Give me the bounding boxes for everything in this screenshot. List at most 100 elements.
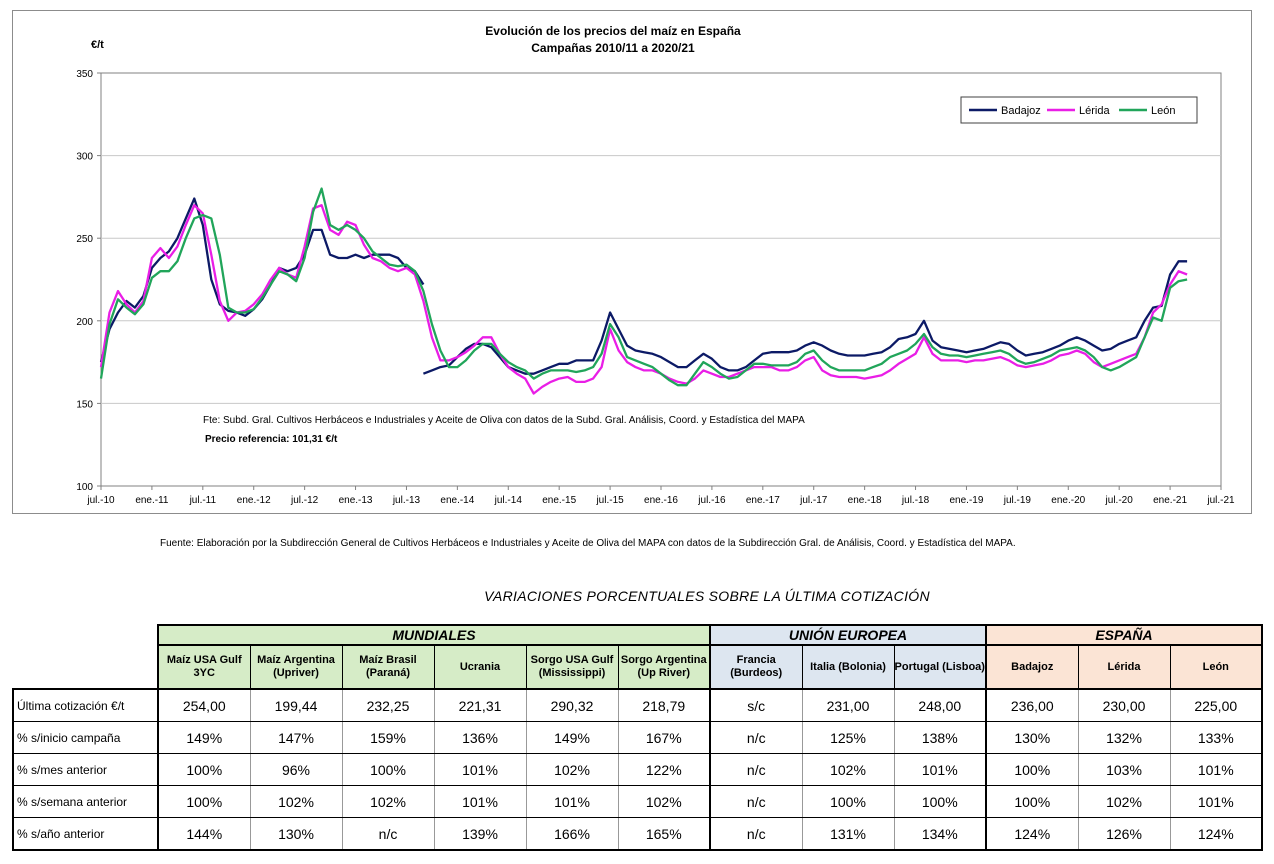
x-tick-label: jul.-19 — [1003, 495, 1032, 506]
table-cell: 136% — [433, 721, 526, 754]
table-cell: 133% — [1169, 721, 1263, 754]
legend-label: Lérida — [1079, 105, 1110, 117]
y-tick-label: 150 — [76, 399, 93, 410]
plot-area — [100, 72, 1222, 487]
table-cell: 130% — [985, 721, 1078, 754]
table-cell: 124% — [1169, 817, 1263, 851]
table-cell: 159% — [341, 721, 434, 754]
table-cell: 101% — [893, 753, 986, 786]
table-row: % s/semana anterior 100% 102% 102% 101% 101% 1… — [12, 785, 1263, 818]
table-cell: 102% — [1077, 785, 1170, 818]
table-cell: 102% — [801, 753, 894, 786]
x-tick-label: ene.-15 — [542, 495, 576, 506]
table-cell: 101% — [433, 753, 526, 786]
price-variation-table: MUNDIALES UNIÓN EUROPEA ESPAÑA Maíz USA … — [12, 624, 1263, 851]
x-tick-label: ene.-11 — [135, 495, 169, 506]
chart-annotation-reference: Precio referencia: 101,31 €/t — [205, 434, 338, 445]
table-cell: 100% — [341, 753, 434, 786]
table-cell: 199,44 — [249, 688, 342, 722]
x-tick-label: ene.-19 — [949, 495, 983, 506]
x-tick-label: ene.-20 — [1051, 495, 1085, 506]
table-cell: 100% — [893, 785, 986, 818]
table-row: Última cotización €/t 254,00 199,44 232,25 2… — [12, 688, 1263, 722]
group-header-eu: UNIÓN EUROPEA — [709, 624, 987, 646]
table-cell: 100% — [157, 753, 250, 786]
row-label: % s/semana anterior — [12, 785, 158, 818]
column-header: Francia (Burdeos) — [709, 644, 803, 690]
table-cell: 126% — [1077, 817, 1170, 851]
x-tick-label: jul.-16 — [697, 495, 726, 506]
x-tick-label: jul.-12 — [290, 495, 319, 506]
table-cell: 149% — [525, 721, 618, 754]
table-cell: 101% — [525, 785, 618, 818]
y-tick-label: 300 — [76, 152, 93, 163]
y-tick-label: 100 — [76, 482, 93, 493]
column-header: Sorgo Argentina (Up River) — [617, 644, 711, 690]
x-tick-label: jul.-17 — [799, 495, 828, 506]
table-cell: 100% — [985, 785, 1078, 818]
column-header: Portugal (Lisboa) — [893, 644, 987, 690]
table-cell: n/c — [709, 817, 802, 851]
x-tick-label: jul.-15 — [595, 495, 624, 506]
table-cell: 100% — [985, 753, 1078, 786]
chart-source-note: Fuente: Elaboración por la Subdirección … — [160, 538, 1016, 549]
table-cell: 101% — [1169, 785, 1263, 818]
table-cell: 166% — [525, 817, 618, 851]
y-tick-label: 350 — [76, 69, 93, 80]
x-tick-label: ene.-13 — [339, 495, 373, 506]
table-cell: 96% — [249, 753, 342, 786]
y-axis-label: €/t — [91, 39, 104, 51]
table-title: VARIACIONES PORCENTUALES SOBRE LA ÚLTIMA… — [484, 588, 930, 604]
table-cell: 138% — [893, 721, 986, 754]
table-cell: 124% — [985, 817, 1078, 851]
table-cell: 125% — [801, 721, 894, 754]
table-row: % s/año anterior 144% 130% n/c 139% 166% 165% n… — [12, 817, 1263, 851]
table-cell: 218,79 — [617, 688, 710, 722]
table-cell: n/c — [709, 753, 802, 786]
x-tick-label: jul.-10 — [86, 495, 115, 506]
table-cell: 167% — [617, 721, 710, 754]
table-cell: 144% — [157, 817, 250, 851]
row-label: Última cotización €/t — [12, 688, 158, 722]
table-cell: 102% — [249, 785, 342, 818]
x-tick-label: jul.-21 — [1206, 495, 1235, 506]
x-tick-label: ene.-17 — [746, 495, 780, 506]
column-header: Italia (Bolonia) — [801, 644, 895, 690]
series-line-lérida — [99, 204, 1188, 395]
table-cell: 232,25 — [341, 688, 434, 722]
column-header: Maíz Argentina (Upriver) — [249, 644, 343, 690]
table-cell: 132% — [1077, 721, 1170, 754]
column-header: Maíz USA Gulf 3YC — [157, 644, 251, 690]
chart-annotation-source: Fte: Subd. Gral. Cultivos Herbáceos e In… — [203, 415, 805, 426]
table-cell: 248,00 — [893, 688, 986, 722]
column-header: Sorgo USA Gulf (Mississippi) — [525, 644, 619, 690]
table-cell: 290,32 — [525, 688, 618, 722]
table-cell: n/c — [709, 721, 802, 754]
table-cell: n/c — [341, 817, 434, 851]
row-label: % s/mes anterior — [12, 753, 158, 786]
x-tick-label: ene.-21 — [1153, 495, 1187, 506]
table-cell: 225,00 — [1169, 688, 1263, 722]
x-tick-label: ene.-14 — [440, 495, 474, 506]
table-cell: 139% — [433, 817, 526, 851]
table-cell: 221,31 — [433, 688, 526, 722]
legend-label: Badajoz — [1001, 105, 1041, 117]
table-cell: 149% — [157, 721, 250, 754]
table-cell: 165% — [617, 817, 710, 851]
table-cell: 134% — [893, 817, 986, 851]
table-cell: 101% — [1169, 753, 1263, 786]
row-label: % s/año anterior — [12, 817, 158, 851]
series-line-león — [99, 187, 1188, 387]
x-tick-label: jul.-18 — [901, 495, 930, 506]
table-cell: 102% — [525, 753, 618, 786]
column-header: Maíz Brasil (Paraná) — [341, 644, 435, 690]
price-line-chart: 100 150 200 250 300 350 jul.-10 ene.-11 jul.-11 e… — [76, 24, 1235, 506]
x-tick-label: jul.-14 — [494, 495, 523, 506]
table-cell: s/c — [709, 688, 802, 722]
x-tick-label: jul.-13 — [392, 495, 421, 506]
x-tick-label: jul.-20 — [1105, 495, 1134, 506]
table-cell: 230,00 — [1077, 688, 1170, 722]
column-header: Badajoz — [985, 644, 1079, 690]
column-header: Ucrania — [433, 644, 527, 690]
table-cell: n/c — [709, 785, 802, 818]
